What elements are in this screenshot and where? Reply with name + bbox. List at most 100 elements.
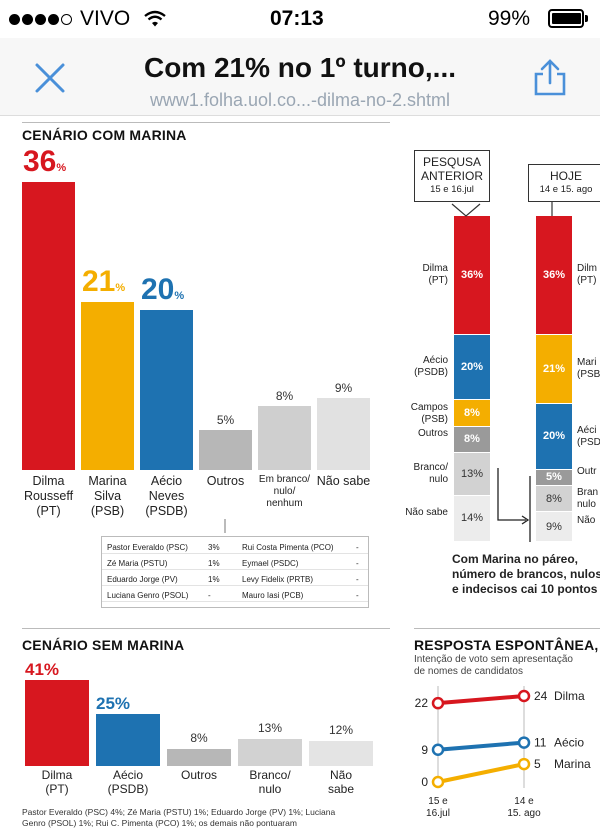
comparison-note: Com Marina no páreo, número de brancos, … <box>452 552 600 596</box>
candidate-name: Mauro Iasi (PCB) <box>242 591 304 600</box>
today-header-title: HOJE <box>549 169 582 183</box>
candidate-value: - <box>356 575 359 584</box>
signal-dot-empty-icon <box>61 14 72 25</box>
close-icon <box>35 63 65 93</box>
data-point <box>517 689 531 703</box>
series-name-label: Marina <box>554 757 591 771</box>
candidate-value: 1% <box>208 559 220 568</box>
signal-dot-icon <box>48 14 59 25</box>
start-value-label: 9 <box>421 743 428 757</box>
bar-category-label: Não sabe <box>327 768 355 796</box>
bar-category-label: Marina Silva (PSB) <box>88 474 127 518</box>
bar-category-label: Dilma (PT) <box>41 768 73 796</box>
bar <box>96 713 160 766</box>
signal-dot-icon <box>35 14 46 25</box>
signal-dot-icon <box>9 14 20 25</box>
page-url[interactable]: www1.folha.uol.co...-dilma-no-2.shtml <box>149 90 451 110</box>
candidate-name: Pastor Everaldo (PSC) <box>107 543 188 552</box>
bar-value-label: 13% <box>257 720 283 735</box>
signal-dot-icon <box>22 14 33 25</box>
segment-value-label: 36% <box>542 268 566 281</box>
x-tick-label: 14 e <box>514 796 534 807</box>
x-tick-label: 16.jul <box>426 808 450 819</box>
candidate-name: Eduardo Jorge (PV) <box>107 575 178 584</box>
bar <box>81 302 134 470</box>
bar <box>309 740 373 766</box>
segment-category-label: Não <box>577 515 596 527</box>
previous-header-date: 15 e 16.jul <box>430 184 474 195</box>
bar-value-label: 5% <box>216 413 235 427</box>
bar-value-label: 8% <box>275 389 294 403</box>
end-value-label: 24 <box>534 689 548 703</box>
segment-value-label: 36% <box>460 268 484 281</box>
x-tick-label: 15. ago <box>507 808 541 819</box>
series-line-marina <box>437 762 525 784</box>
bar-value-label: 21% <box>82 265 126 298</box>
segment-category-label: Aécio (PSDB) <box>414 355 448 379</box>
bar-category-label: Outros <box>180 768 217 782</box>
battery-percentage: 99% <box>488 7 531 30</box>
bar-value-label: 25% <box>96 693 131 713</box>
stacked-segment: 9% <box>536 512 572 541</box>
previous-survey-header: PESQUSA ANTERIOR 15 e 16.jul <box>414 150 490 202</box>
stacked-segment: 8% <box>454 400 490 426</box>
segment-value-label: 20% <box>460 360 484 373</box>
segment-category-label: Campos (PSB) <box>410 401 448 425</box>
segment-category-label: Dilm (PT) <box>577 263 597 287</box>
end-value-label: 5 <box>534 757 541 771</box>
candidate-name: Luciana Genro (PSOL) <box>107 591 189 600</box>
bar-value-label: 20% <box>141 273 185 306</box>
wifi-icon <box>144 10 166 27</box>
section-title-sem-marina: CENÁRIO SEM MARINA <box>22 637 185 653</box>
comparison-connector <box>451 202 553 542</box>
share-button[interactable] <box>530 58 570 98</box>
bar <box>167 749 231 766</box>
segment-value-label: 21% <box>542 362 566 375</box>
today-header: HOJE 14 e 15. ago <box>528 164 600 202</box>
bar-category-label: Aécio (PSDB) <box>107 768 149 796</box>
segment-category-label: Não sabe <box>405 506 448 518</box>
bar-value-label: 41% <box>25 659 60 679</box>
others-table-row: Eduardo Jorge (PV) 1% Levy Fidelix (PRTB) - <box>102 572 368 586</box>
page-title: Com 21% no 1º turno,... <box>143 52 457 83</box>
segment-category-label: Aéci (PSD <box>577 424 600 448</box>
line-chart: 22 24 Dilma 9 11 Aécio 0 5 Marina 15 e16.jul 14 e1… <box>415 686 591 819</box>
bar <box>199 430 252 470</box>
candidate-value: 1% <box>208 575 220 584</box>
bar <box>238 738 302 766</box>
segment-value-label: 8% <box>464 433 480 446</box>
stacked-segment: 13% <box>454 453 490 495</box>
others-table-row: Zé Maria (PSTU) 1% Eymael (PSDC) - <box>102 556 368 570</box>
segment-value-label: 8% <box>546 492 562 505</box>
segment-category-label: Outros <box>417 427 448 439</box>
segment-value-label: 13% <box>460 467 484 480</box>
bar-value-label: 36% <box>23 145 67 178</box>
candidate-value: 3% <box>208 543 220 552</box>
segment-value-label: 5% <box>546 471 562 484</box>
candidate-name: Levy Fidelix (PRTB) <box>242 575 313 584</box>
series-line-dilma <box>437 694 525 706</box>
bar <box>258 406 311 470</box>
series-name-label: Dilma <box>554 689 585 703</box>
line-chart-title: RESPOSTA ESPONTÂNEA, EM <box>414 637 600 653</box>
bar-category-label: Branco/ nulo <box>249 768 291 796</box>
browser-header: Com 21% no 1º turno,... www1.folha.uol.c… <box>0 38 600 116</box>
close-button[interactable] <box>30 58 70 98</box>
segment-category-label: Outr <box>577 465 597 477</box>
stacked-segment: 20% <box>536 403 572 469</box>
start-value-label: 0 <box>421 775 428 789</box>
candidate-value: - <box>356 543 359 552</box>
segment-category-label: Branco/ nulo <box>413 462 448 486</box>
carrier-name: VIVO <box>80 7 131 30</box>
candidate-value: - <box>208 591 211 600</box>
data-point <box>431 743 445 756</box>
segment-category-label: Bran nulo <box>577 487 599 511</box>
stacked-segment: 36% <box>536 216 572 334</box>
data-point <box>431 775 445 789</box>
stacked-segment: 36% <box>454 216 490 334</box>
segment-value-label: 9% <box>546 520 562 533</box>
stacked-segment: 14% <box>454 495 490 541</box>
bar-category-label: Outros <box>206 474 245 488</box>
bar <box>140 310 193 470</box>
status-bar: VIVO 07:13 99% <box>0 0 600 38</box>
